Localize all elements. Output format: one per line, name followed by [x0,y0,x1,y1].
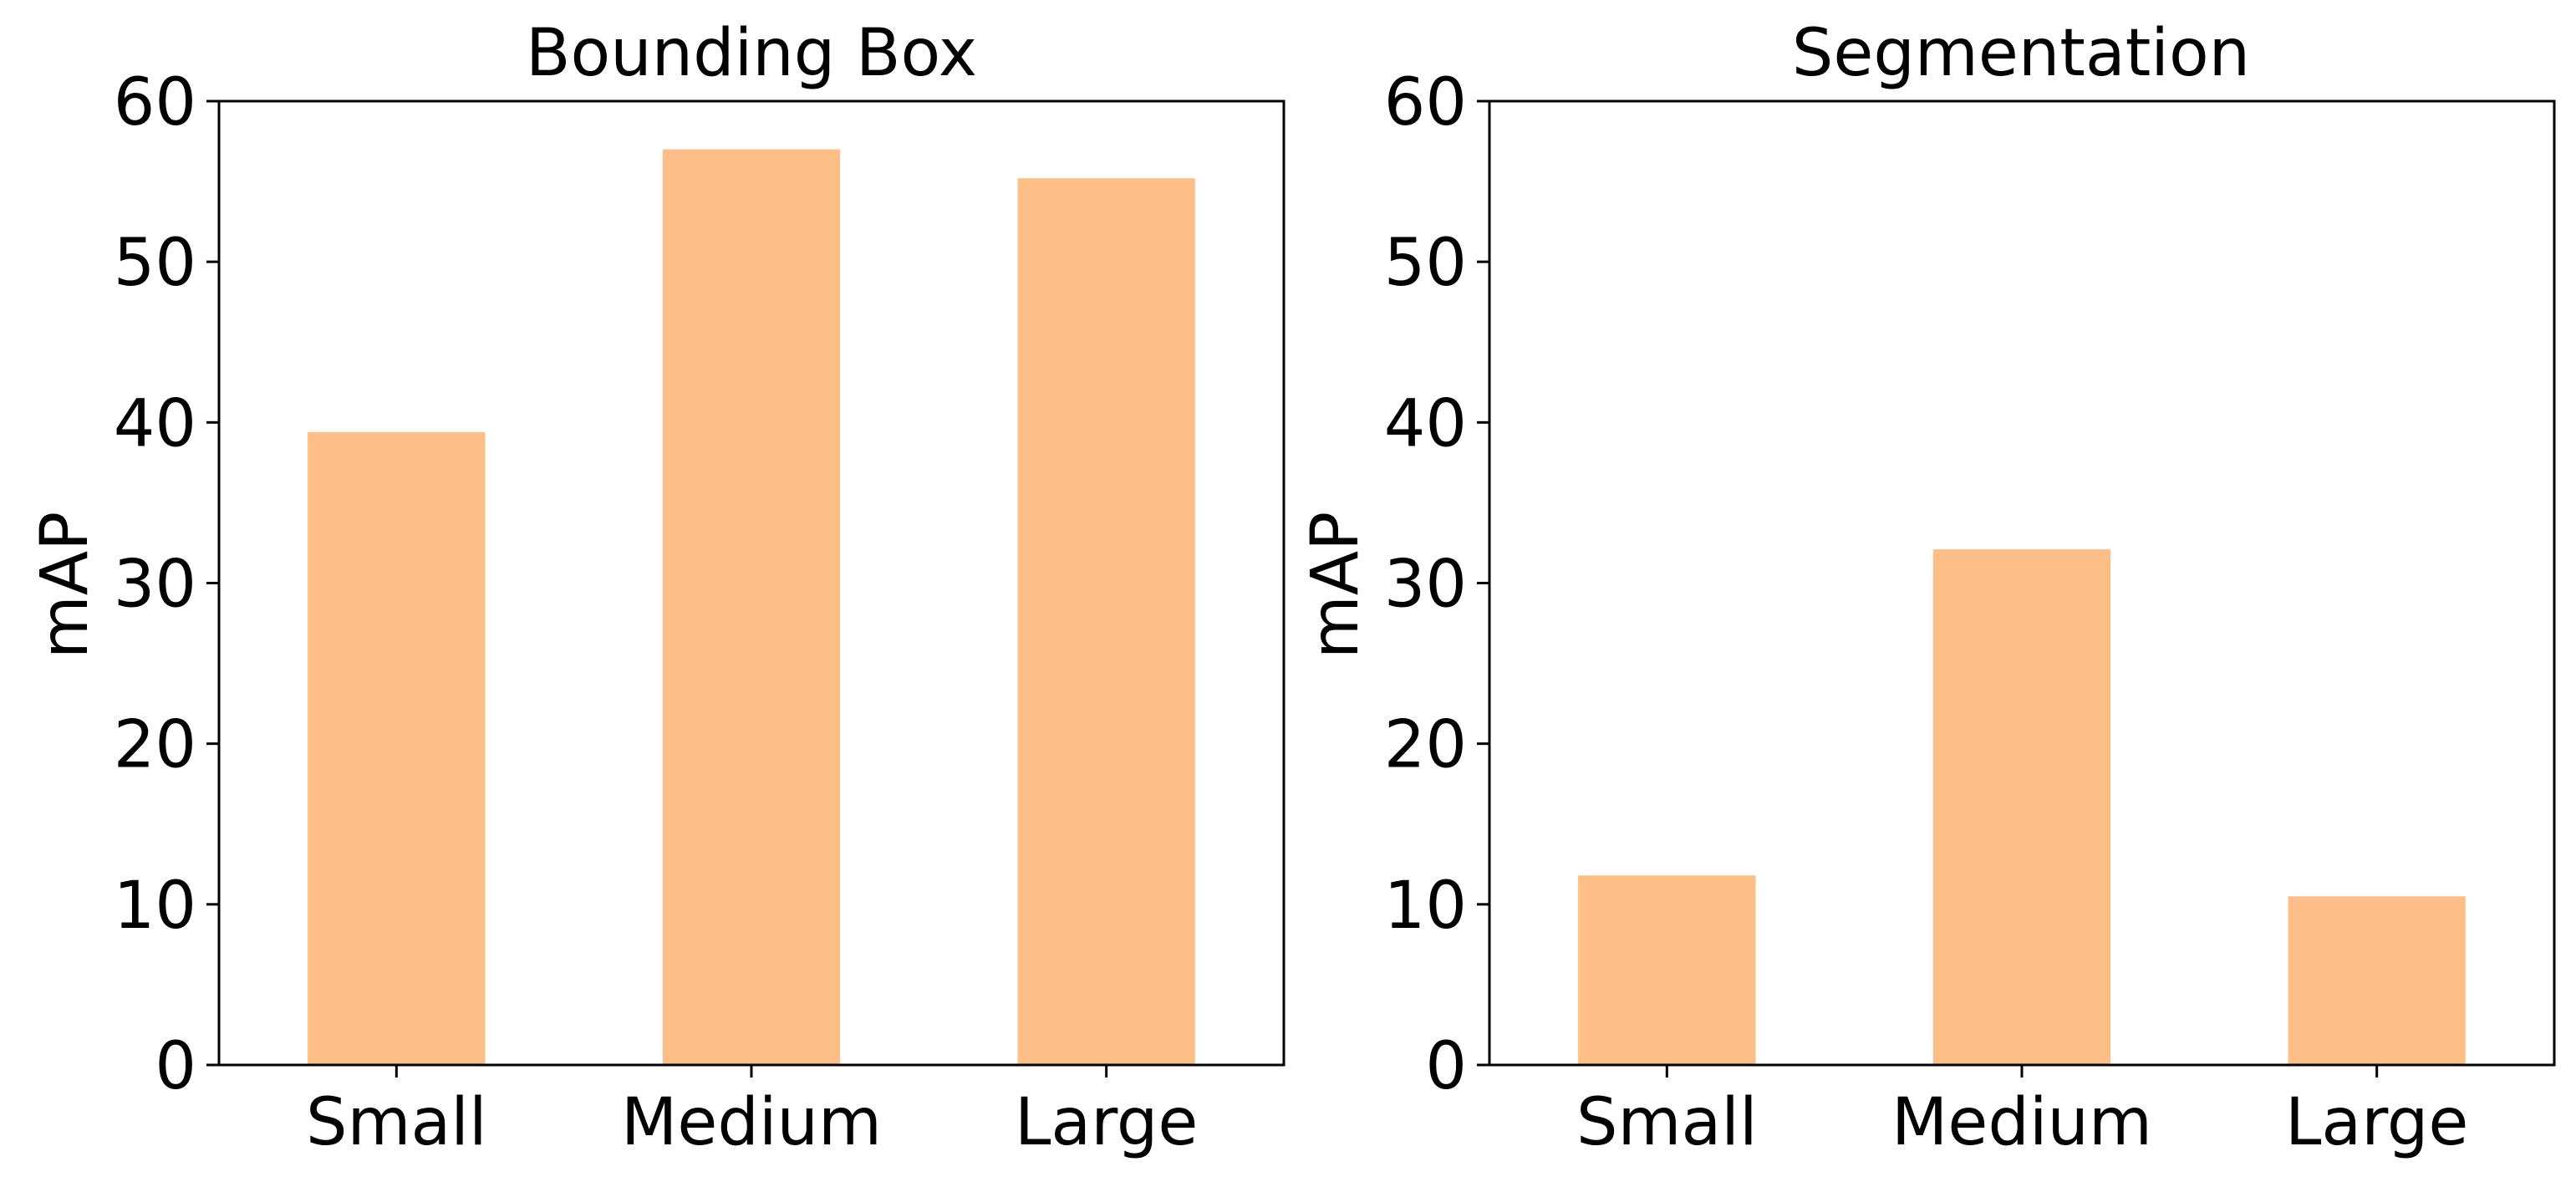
y-ticks-segmentation: 0 10 20 30 40 50 60 [1384,65,1489,1104]
y-ticks-bounding-box: 0 10 20 30 40 50 60 [114,65,219,1104]
bar-group-segmentation [1578,549,2466,1065]
y-tick-label: 10 [114,869,196,944]
x-tick-label: Medium [621,1085,882,1160]
bar-segmentation-large [2288,896,2466,1065]
x-tick-label: Small [1576,1085,1758,1160]
y-tick-label: 50 [114,226,196,301]
plot-frame-segmentation [1488,99,2556,1067]
y-tick-label: 60 [1384,65,1467,140]
y-axis-label-bounding-box: mAP [28,512,103,659]
y-tick-label: 40 [114,386,196,461]
bar-segmentation-medium [1932,549,2111,1065]
y-tick-label: 0 [1425,1029,1467,1104]
y-tick-label: 40 [1384,386,1467,461]
y-tick-label: 10 [1384,869,1467,944]
y-tick-label: 50 [1384,226,1467,301]
y-tick-label: 0 [155,1029,196,1104]
bar-bounding-box-medium [662,149,841,1065]
y-axis-label-segmentation: mAP [1298,512,1373,659]
chart-panel-bounding-box: Bounding Box mAP 0 10 20 30 40 50 60 Small Medi… [28,16,1285,1160]
plot-frame-bounding-box [217,99,1285,1067]
bar-bounding-box-large [1017,178,1195,1066]
y-tick-label: 30 [1384,548,1467,623]
bar-bounding-box-small [308,431,486,1065]
chart-title-segmentation: Segmentation [1792,16,2250,91]
bar-group-bounding-box [308,149,1195,1066]
chart-title-bounding-box: Bounding Box [526,16,977,91]
y-tick-label: 60 [114,65,196,140]
x-tick-label: Medium [1891,1085,2152,1160]
x-tick-label: Large [2285,1085,2468,1160]
x-tick-label: Small [306,1085,487,1160]
y-tick-label: 30 [114,548,196,623]
y-tick-label: 20 [1384,708,1467,783]
chart-panel-segmentation: Segmentation mAP 0 10 20 30 40 50 60 Small Medi… [1298,16,2556,1160]
x-ticks-bounding-box: Small Medium Large [306,1065,1198,1160]
x-ticks-segmentation: Small Medium Large [1576,1065,2468,1160]
y-tick-label: 20 [114,708,196,783]
x-tick-label: Large [1015,1085,1198,1160]
bar-segmentation-small [1578,875,1756,1065]
